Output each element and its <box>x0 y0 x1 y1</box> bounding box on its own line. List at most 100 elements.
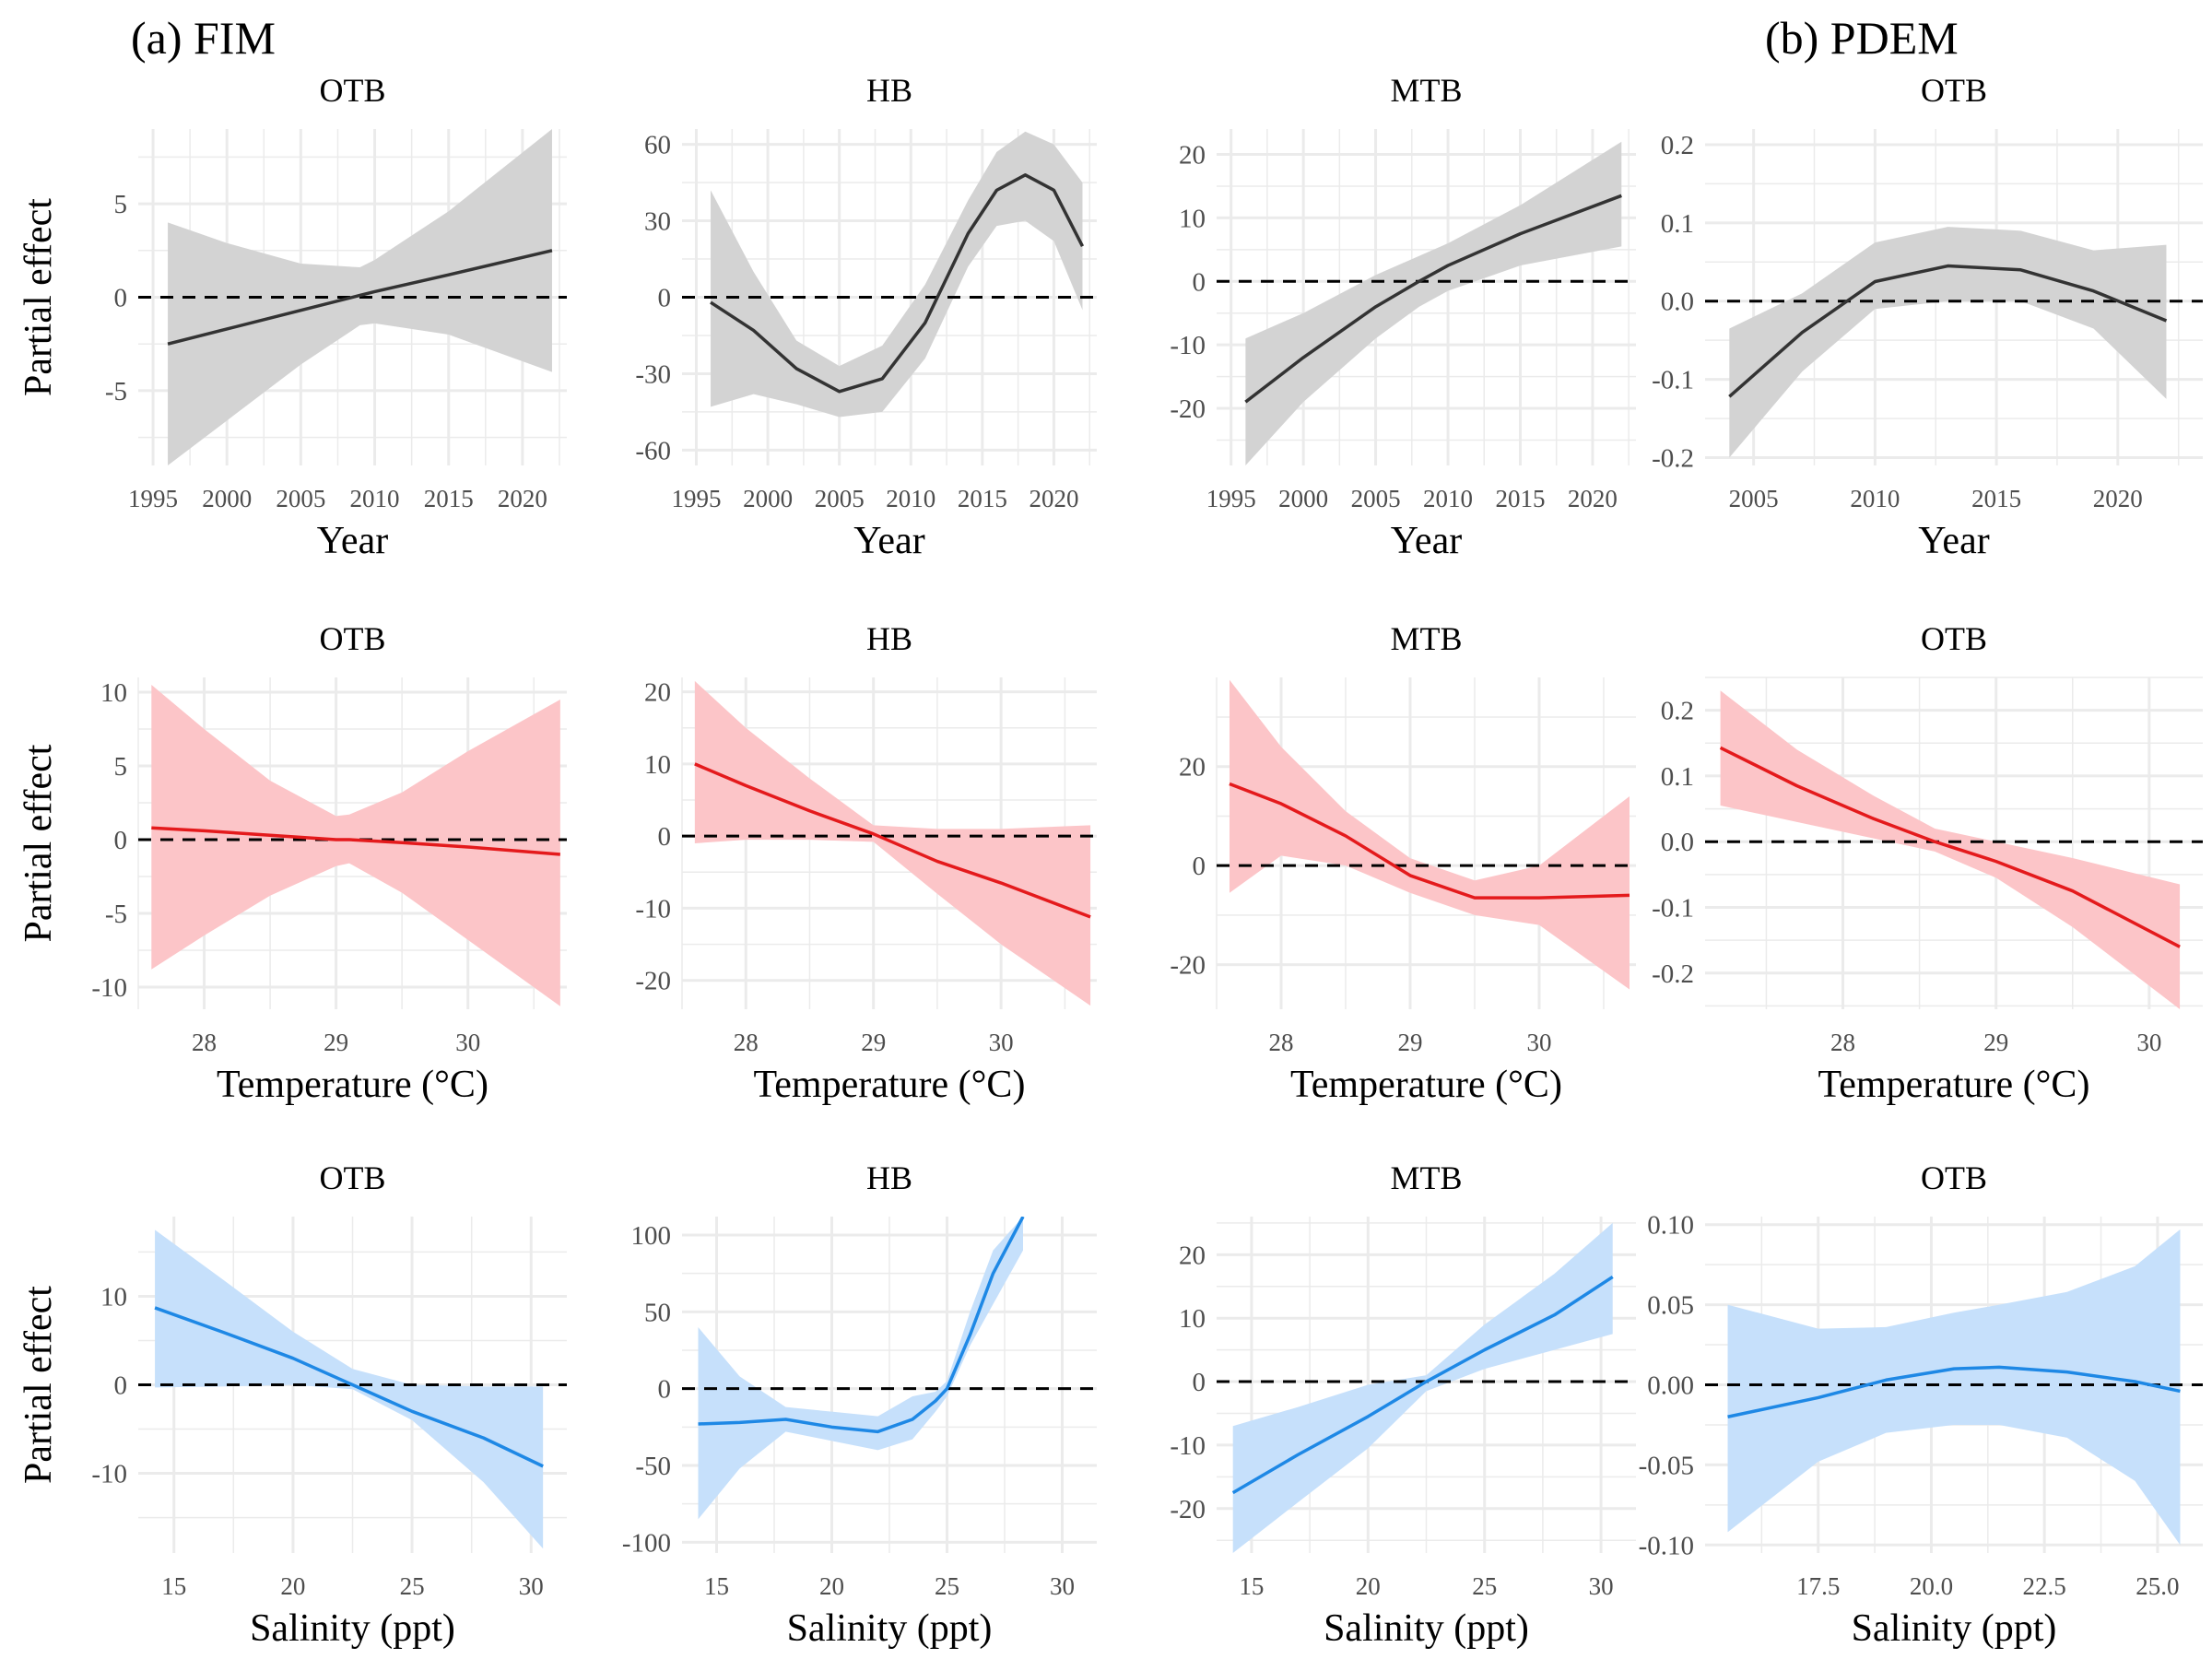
panel-0-3: 2005 2010 2015 2020 -0.2 -0.1 0.0 0.1 0.2 OTB Year <box>1652 72 2203 562</box>
x-tick-label: 2015 <box>958 485 1007 512</box>
x-tick-label: 15 <box>161 1572 186 1600</box>
x-tick-label: 30 <box>519 1572 544 1600</box>
y-tick-label: -30 <box>635 359 671 389</box>
x-tick-label: 30 <box>2136 1029 2161 1056</box>
x-tick-label: 29 <box>1983 1029 2008 1056</box>
fit-line <box>1728 264 2168 398</box>
y-axis-label: Partial effect <box>18 198 60 396</box>
x-tick-label: 30 <box>1050 1572 1075 1600</box>
y-tick-label: 10 <box>1179 1304 1206 1334</box>
panel-title: MTB <box>1390 72 1462 109</box>
x-axis-label: Year <box>853 520 924 562</box>
x-tick-label: 20 <box>819 1572 844 1600</box>
x-tick-label: 2000 <box>202 485 252 512</box>
y-tick-label: 0.2 <box>1661 131 1694 160</box>
x-tick-label: 2010 <box>350 485 400 512</box>
y-tick-label: -20 <box>635 967 671 996</box>
x-axis-label: Temperature (°C) <box>1818 1064 2090 1106</box>
y-tick-label: -60 <box>635 436 671 465</box>
confidence-band <box>1230 679 1630 990</box>
fit-line <box>710 173 1085 394</box>
panel-title: HB <box>866 620 912 657</box>
panel-0-2: 1995 2000 2005 2010 2015 2020 -20 -10 0 10 20 MTB Ye… <box>1170 72 1636 562</box>
y-tick-label: 20 <box>644 678 671 708</box>
panel-1-0: 28 29 30 -10 -5 0 5 10 OTB Temperature (°C) Partia… <box>18 620 567 1106</box>
y-tick-label: 0 <box>658 284 672 313</box>
x-axis-label: Salinity (ppt) <box>787 1607 993 1650</box>
x-tick-label: 2000 <box>1278 485 1328 512</box>
confidence-band <box>1245 141 1622 465</box>
y-axis-label: Partial effect <box>18 744 60 942</box>
panel-title: OTB <box>320 1159 386 1196</box>
y-tick-label: -20 <box>1170 1495 1206 1524</box>
y-tick-label: 0 <box>1193 1368 1206 1397</box>
confidence-band <box>1720 690 2181 1009</box>
x-axis-label: Temperature (°C) <box>754 1064 1026 1106</box>
y-tick-label: 0.00 <box>1647 1371 1694 1401</box>
x-tick-label: 25 <box>935 1572 959 1600</box>
section-label-fim: (a) FIM <box>131 12 276 64</box>
x-tick-label: 1995 <box>128 485 178 512</box>
y-tick-label: 20 <box>1179 141 1206 171</box>
y-tick-label: -5 <box>105 900 127 929</box>
panel-title: HB <box>866 1159 912 1196</box>
x-tick-label: 20 <box>280 1572 305 1600</box>
y-tick-label: 0.10 <box>1647 1211 1694 1241</box>
x-tick-label: 28 <box>734 1029 759 1056</box>
y-tick-label: 0 <box>1193 852 1206 881</box>
confidence-band <box>1232 1222 1613 1553</box>
gridlines <box>682 1217 1097 1553</box>
y-tick-label: 10 <box>1179 204 1206 233</box>
panel-title: OTB <box>320 620 386 657</box>
y-tick-label: -100 <box>622 1528 671 1558</box>
fit-line <box>1231 1275 1614 1495</box>
x-axis-label: Salinity (ppt) <box>1852 1607 2057 1650</box>
y-tick-label: 0.1 <box>1661 762 1694 792</box>
y-tick-label: -0.10 <box>1639 1531 1694 1560</box>
confidence-band <box>698 1217 1023 1520</box>
panel-1-2: 28 29 30 -20 0 20 MTB Temperature (°C) <box>1170 620 1636 1106</box>
fit-line <box>698 1217 1025 1434</box>
y-tick-label: 20 <box>1179 753 1206 782</box>
y-tick-label: 0.2 <box>1661 697 1694 726</box>
x-axis-label: Salinity (ppt) <box>1324 1607 1529 1650</box>
panel-1-1: 28 29 30 -20 -10 0 10 20 HB Temperature (°C) <box>635 620 1097 1106</box>
y-tick-label: 10 <box>644 750 671 780</box>
fit-line <box>1229 782 1630 900</box>
x-tick-label: 30 <box>455 1029 480 1056</box>
panel-2-3: 17.5 20.0 22.5 25.0 -0.10 -0.05 0.00 0.05 0.10 OT… <box>1639 1159 2203 1650</box>
y-tick-label: 60 <box>644 131 671 160</box>
x-tick-label: 25.0 <box>2136 1572 2179 1600</box>
x-tick-label: 2020 <box>1029 485 1078 512</box>
y-tick-label: 5 <box>114 190 128 219</box>
x-tick-label: 1995 <box>672 485 722 512</box>
y-tick-label: 0 <box>658 822 672 852</box>
y-tick-label: 10 <box>100 1282 127 1312</box>
y-tick-label: 0 <box>1193 267 1206 297</box>
y-tick-label: -20 <box>1170 394 1206 424</box>
y-tick-label: 0.0 <box>1661 828 1694 857</box>
panel-title: MTB <box>1390 620 1462 657</box>
x-tick-label: 15 <box>704 1572 729 1600</box>
y-tick-label: -10 <box>91 973 127 1003</box>
x-tick-label: 25 <box>400 1572 425 1600</box>
y-tick-label: -20 <box>1170 951 1206 981</box>
x-tick-label: 29 <box>1398 1029 1423 1056</box>
y-tick-label: 30 <box>644 207 671 237</box>
panel-title: MTB <box>1390 1159 1462 1196</box>
x-axis-label: Salinity (ppt) <box>250 1607 455 1650</box>
x-tick-label: 2020 <box>2093 485 2143 512</box>
x-tick-label: 2015 <box>1495 485 1545 512</box>
x-axis-label: Year <box>1391 520 1462 562</box>
panel-2-0: 15 20 25 30 -10 0 10 OTB Salinity (ppt) Partial e… <box>18 1159 567 1650</box>
y-tick-label: 0.05 <box>1647 1291 1694 1321</box>
y-tick-label: 0 <box>114 284 128 313</box>
y-tick-label: -0.05 <box>1639 1451 1694 1480</box>
x-tick-label: 2020 <box>1568 485 1618 512</box>
confidence-band <box>1729 227 2167 458</box>
y-tick-label: 20 <box>1179 1241 1206 1270</box>
panel-title: OTB <box>320 72 386 109</box>
panel-title: OTB <box>1921 72 1987 109</box>
x-tick-label: 2005 <box>1351 485 1401 512</box>
